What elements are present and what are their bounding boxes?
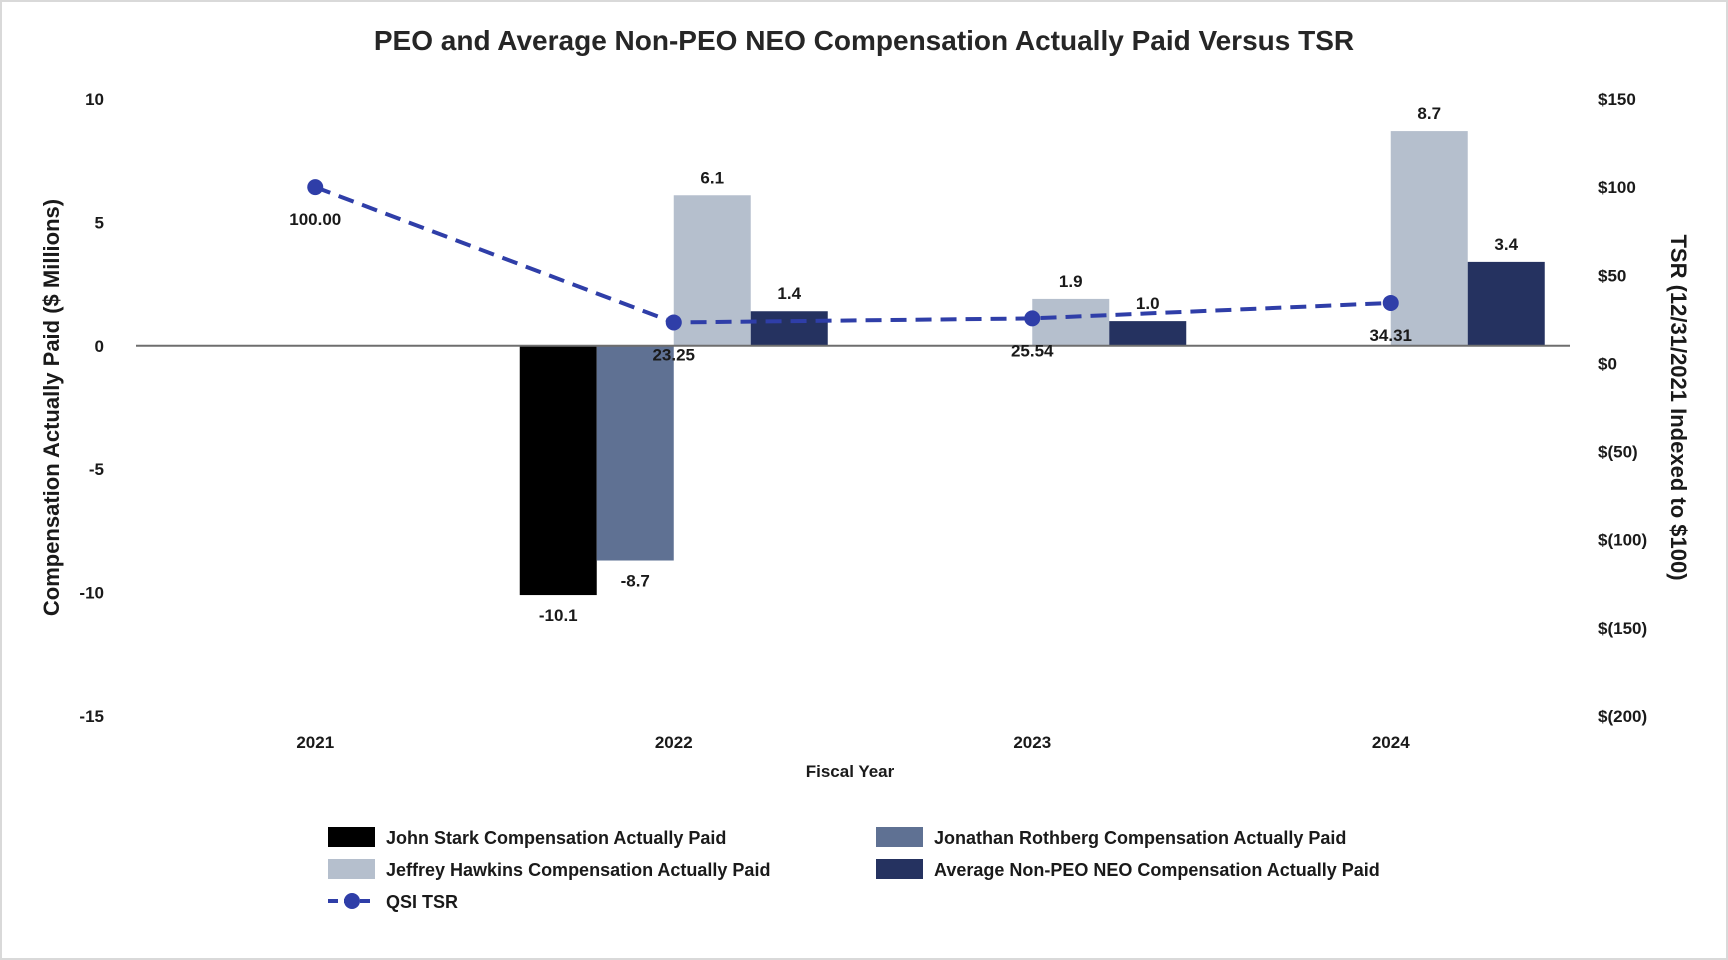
y2-axis-title: TSR (12/31/2021 Indexed to $100) [1666, 234, 1691, 580]
bar [1032, 298, 1110, 346]
y2-tick-label: $(50) [1598, 443, 1638, 462]
tsr-data-label: 34.31 [1369, 326, 1412, 345]
legend-label: Average Non-PEO NEO Compensation Actuall… [934, 860, 1380, 880]
y2-tick-label: $150 [1598, 90, 1636, 109]
bar [1390, 131, 1468, 346]
bar [673, 195, 751, 346]
x-tick-label: 2022 [655, 733, 693, 752]
bar-data-label: -8.7 [621, 572, 650, 591]
chart-title: PEO and Average Non-PEO NEO Compensation… [374, 25, 1354, 56]
tsr-point [1024, 310, 1041, 327]
legend-label: QSI TSR [386, 892, 458, 912]
bar [596, 345, 674, 561]
y2-tick-label: $50 [1598, 266, 1626, 285]
bar-data-label: 3.4 [1494, 235, 1518, 254]
x-tick-label: 2023 [1013, 733, 1051, 752]
legend-marker [344, 893, 360, 909]
bar-data-label: -10.1 [539, 606, 578, 625]
y-axis-title: Compensation Actually Paid ($ Millions) [39, 199, 64, 616]
y-tick-label: 10 [85, 90, 104, 109]
tsr-point [307, 179, 324, 196]
y2-tick-label: $100 [1598, 178, 1636, 197]
y-tick-label: -5 [89, 460, 104, 479]
tsr-point [665, 314, 682, 331]
legend-swatch [328, 827, 375, 847]
tsr-data-label: 25.54 [1011, 341, 1054, 360]
tsr-series-line [314, 185, 1391, 325]
bar [1109, 321, 1187, 346]
y2-tick-label: $(150) [1598, 619, 1647, 638]
y-tick-label: 5 [95, 213, 104, 232]
tsr-data-label: 100.00 [289, 210, 341, 229]
legend-swatch [876, 827, 923, 847]
y-tick-label: -10 [79, 584, 104, 603]
y-tick-label: 0 [95, 337, 104, 356]
y2-tick-label: $(200) [1598, 707, 1647, 726]
x-axis-title: Fiscal Year [806, 762, 895, 781]
bar [750, 311, 828, 346]
bar [519, 345, 597, 596]
legend-label: John Stark Compensation Actually Paid [386, 828, 726, 848]
bar [1467, 261, 1545, 346]
tsr-data-label: 23.25 [652, 345, 695, 364]
legend: John Stark Compensation Actually Paid Jon… [328, 827, 1380, 912]
legend-swatch [328, 859, 375, 879]
bar-data-label: 8.7 [1417, 104, 1441, 123]
legend-swatch [876, 859, 923, 879]
bar-data-label: 6.1 [700, 168, 724, 187]
x-tick-label: 2021 [296, 733, 334, 752]
y2-tick-label: $0 [1598, 354, 1617, 373]
y-tick-label: -15 [79, 707, 104, 726]
legend-label: Jeffrey Hawkins Compensation Actually Pa… [386, 860, 770, 880]
bar-data-label: 1.9 [1059, 272, 1083, 291]
y2-tick-label: $(100) [1598, 531, 1647, 550]
legend-label: Jonathan Rothberg Compensation Actually … [934, 828, 1346, 848]
tsr-point [1382, 294, 1399, 311]
bar-data-label: 1.0 [1136, 294, 1160, 313]
x-tick-label: 2024 [1372, 733, 1410, 752]
bar-data-label: 1.4 [777, 284, 801, 303]
